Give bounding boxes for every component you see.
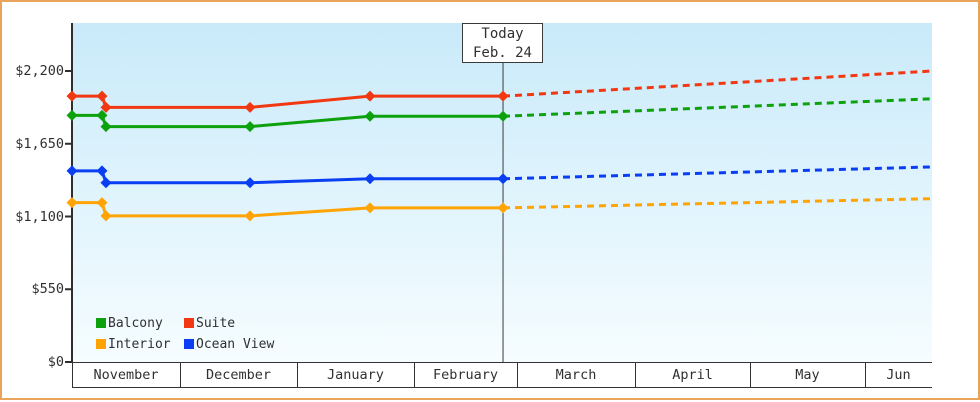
legend-swatch (184, 339, 194, 349)
legend-label: Balcony (108, 315, 163, 331)
today-date: Feb. 24 (472, 45, 532, 61)
forecast-line-ocean-view (502, 165, 933, 181)
month-label: February (432, 367, 498, 383)
data-point-diamond (497, 90, 509, 102)
data-point-diamond (244, 121, 256, 133)
legend-swatch (184, 318, 194, 328)
month-label: March (555, 367, 597, 383)
y-axis-label: $2,200 (15, 63, 64, 79)
data-point-diamond (364, 173, 376, 185)
data-point-diamond (96, 197, 108, 209)
data-point-diamond (66, 197, 78, 209)
data-point-diamond (100, 121, 112, 133)
data-point-diamond (497, 202, 509, 214)
data-point-diamond (96, 109, 108, 121)
data-point-diamond (364, 110, 376, 122)
data-point-diamond (364, 90, 376, 102)
data-point-diamond (66, 165, 78, 177)
data-point-diamond (100, 101, 112, 113)
legend-item-balcony: Balcony (96, 315, 163, 331)
data-point-diamond (364, 202, 376, 214)
legend-label: Ocean View (196, 336, 275, 352)
legend-item-ocean-view: Ocean View (184, 336, 275, 352)
data-point-diamond (96, 165, 108, 177)
data-point-diamond (497, 110, 509, 122)
data-point-diamond (100, 177, 112, 189)
legend-label: Suite (196, 315, 236, 331)
y-axis-label: $550 (31, 281, 64, 298)
series-line-interior (72, 201, 504, 218)
legend-item-suite: Suite (184, 315, 236, 331)
y-axis-label: $1,100 (15, 208, 64, 225)
month-label: May (795, 367, 820, 383)
month-label: November (93, 367, 159, 383)
month-label: January (327, 367, 384, 383)
y-axis-label: $1,650 (15, 135, 64, 152)
today-label: Today (481, 26, 524, 42)
data-point-diamond (244, 177, 256, 189)
data-point-diamond (100, 210, 112, 222)
data-point-diamond (96, 90, 108, 102)
data-point-diamond (497, 173, 509, 185)
legend-label: Interior (108, 336, 171, 352)
series-line-suite (72, 94, 504, 109)
plot-area (72, 23, 932, 362)
data-point-diamond (244, 210, 256, 222)
legend-swatch (96, 318, 106, 328)
month-label: December (205, 367, 271, 383)
legend-item-interior: Interior (96, 336, 171, 352)
month-label: Jun (886, 367, 911, 383)
series-line-balcony (72, 113, 504, 129)
forecast-line-interior (502, 197, 933, 210)
data-point-diamond (244, 101, 256, 113)
legend-swatch (96, 339, 106, 349)
forecast-line-balcony (502, 97, 933, 118)
forecast-line-suite (502, 69, 933, 98)
data-point-diamond (66, 109, 78, 121)
y-axis-label: $0 (47, 354, 64, 370)
month-label: April (672, 367, 713, 383)
today-marker-box: Today Feb. 24 (462, 23, 543, 63)
series-line-ocean-view (72, 169, 504, 185)
data-point-diamond (66, 90, 78, 102)
